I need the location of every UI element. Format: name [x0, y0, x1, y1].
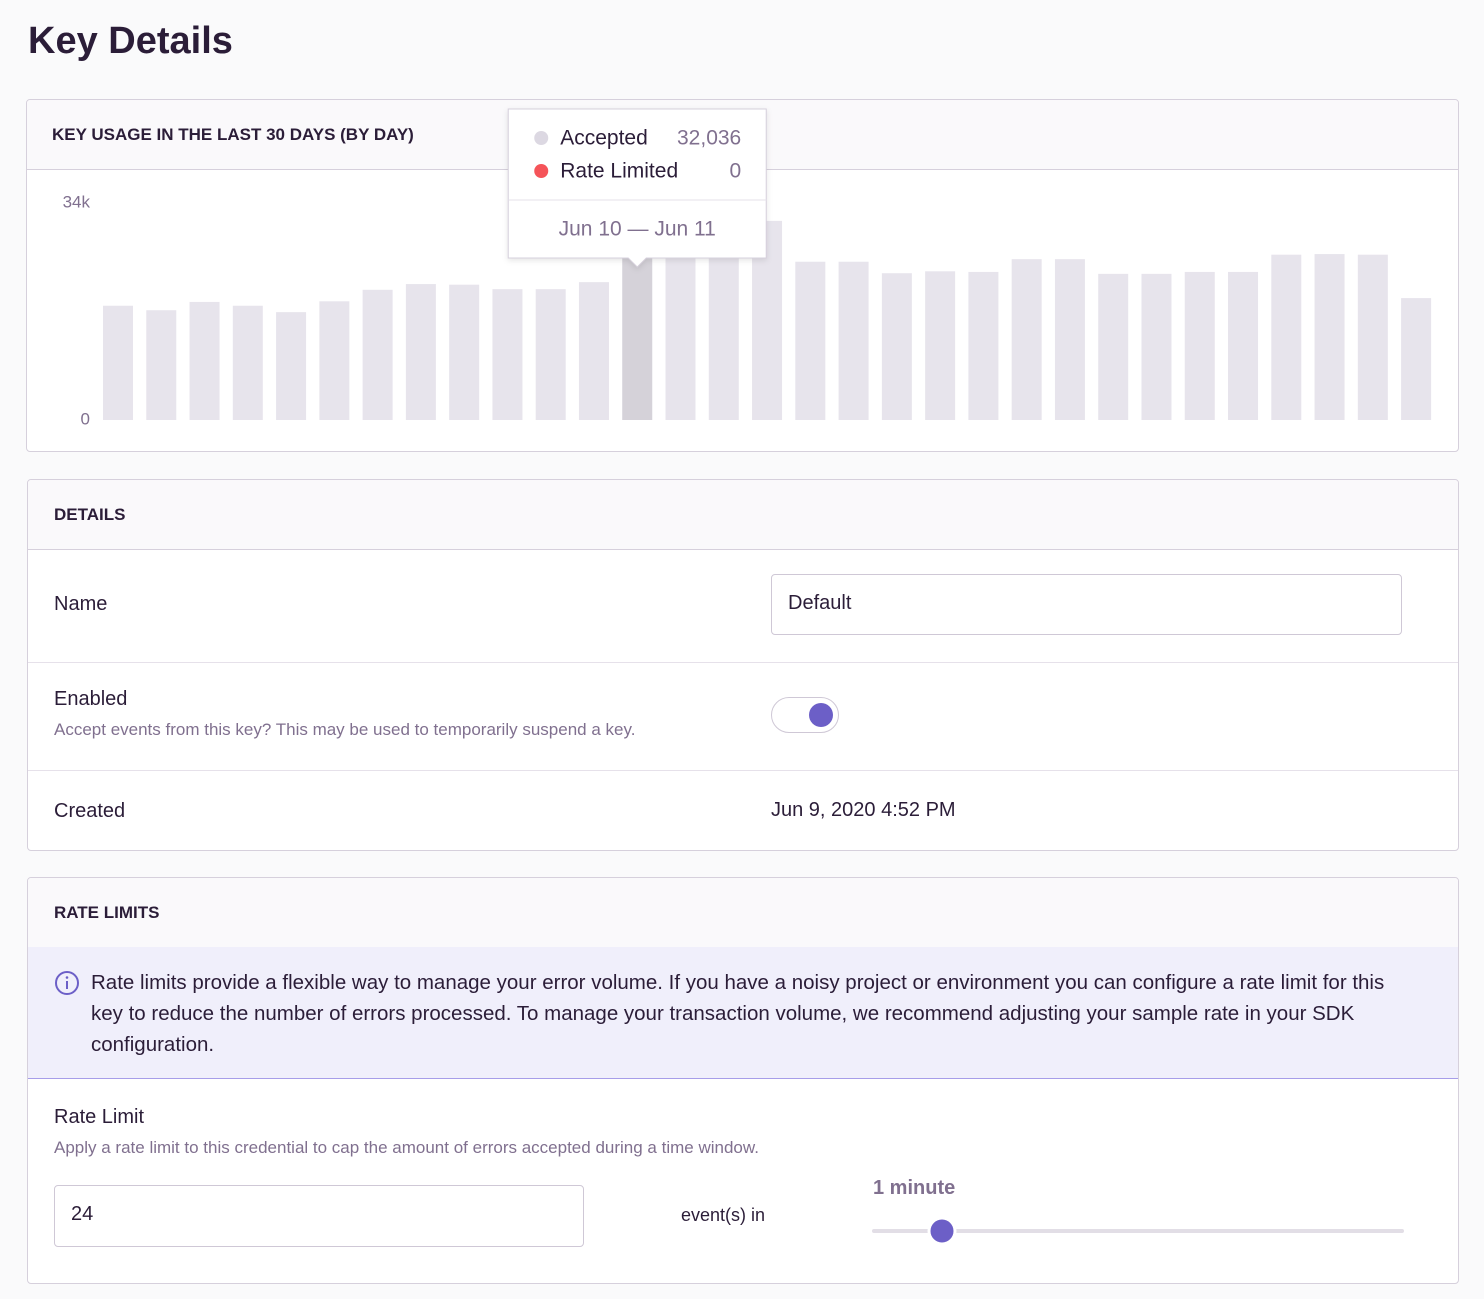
tooltip-box: [507, 108, 767, 268]
field-label: Name: [54, 593, 108, 615]
bar: [1054, 259, 1085, 420]
created-value: Jun 9, 2020 4:52 PM: [771, 799, 956, 821]
bar: [578, 282, 609, 420]
legend-dot: [534, 131, 549, 145]
bar: [1401, 298, 1432, 420]
bar: [1141, 273, 1172, 420]
bar: [968, 271, 999, 420]
bar: [1357, 254, 1388, 420]
bar: [1314, 254, 1345, 420]
count-input[interactable]: 24: [54, 1185, 584, 1247]
field-label: Rate Limit: [54, 1106, 145, 1128]
tooltip-name: Accepted: [560, 127, 648, 150]
y-tick-label: 0: [81, 409, 90, 428]
info-icon: [55, 971, 79, 995]
bar: [1228, 271, 1259, 420]
y-tick-label: 34k: [63, 192, 91, 211]
bar: [362, 289, 393, 420]
tooltip: Accepted 32,036 Rate Limited 0 Jun 10 — Jun …: [507, 108, 767, 268]
bar: [795, 261, 826, 420]
chart: 0 34k Accepted 32,036 Rate Limited 0 Jun 10 — …: [63, 108, 1432, 428]
unit-text: event(s) in: [681, 1205, 766, 1225]
field-help: Apply a rate limit to this credential to…: [54, 1138, 759, 1157]
alert-text: Rate limits provide a flexible way to ma…: [91, 971, 1385, 1056]
page-title: Key Details: [28, 20, 233, 62]
bar: [405, 284, 436, 420]
field-help: Accept events from this key? This may be…: [54, 720, 636, 739]
details-title: DETAILS: [54, 505, 126, 524]
details-panel: DETAILS Name Default Enabled Accept even…: [27, 479, 1459, 851]
bar: [535, 289, 566, 420]
tooltip-name: Rate Limited: [560, 160, 678, 183]
chart-title: KEY USAGE IN THE LAST 30 DAYS (BY DAY): [52, 125, 414, 144]
tooltip-value: 32,036: [677, 127, 741, 150]
bar: [1184, 271, 1215, 420]
name-input[interactable]: Default: [771, 574, 1402, 635]
bar: [232, 305, 263, 420]
panel-header: DETAILS: [28, 480, 1458, 550]
bar: [146, 310, 177, 420]
bar: [881, 273, 912, 420]
bar: [1011, 259, 1042, 420]
rate-limits-title: RATE LIMITS: [54, 903, 160, 922]
field-label: Enabled: [54, 688, 128, 710]
alert: Rate limits provide a flexible way to ma…: [28, 947, 1458, 1079]
tooltip-value: 0: [730, 160, 742, 183]
toggle[interactable]: [771, 697, 839, 733]
enabled-row: Enabled Accept events from this key? Thi…: [28, 662, 1458, 771]
tooltip-range: Jun 10 — Jun 11: [559, 218, 716, 241]
rate-limits-panel: RATE LIMITS Rate limits provide a flexib…: [27, 877, 1459, 1284]
bar: [449, 284, 480, 420]
bar: [189, 301, 220, 420]
window-label: 1 minute: [873, 1177, 956, 1199]
panel-header: RATE LIMITS: [28, 878, 1458, 948]
bar: [838, 261, 869, 420]
bar: [1271, 254, 1302, 420]
bar: [103, 305, 133, 420]
bar: [276, 312, 307, 420]
window-slider[interactable]: [868, 1213, 1408, 1253]
bar: [1098, 273, 1129, 420]
bar: [492, 289, 523, 420]
name-row: Name Default: [28, 549, 1458, 663]
field-label: Created: [54, 800, 126, 822]
created-row: Created Jun 9, 2020 4:52 PM: [28, 770, 1458, 850]
legend-dot: [534, 164, 549, 178]
toggle-knob: [809, 703, 833, 727]
bar: [925, 271, 956, 420]
bar: [319, 301, 350, 420]
